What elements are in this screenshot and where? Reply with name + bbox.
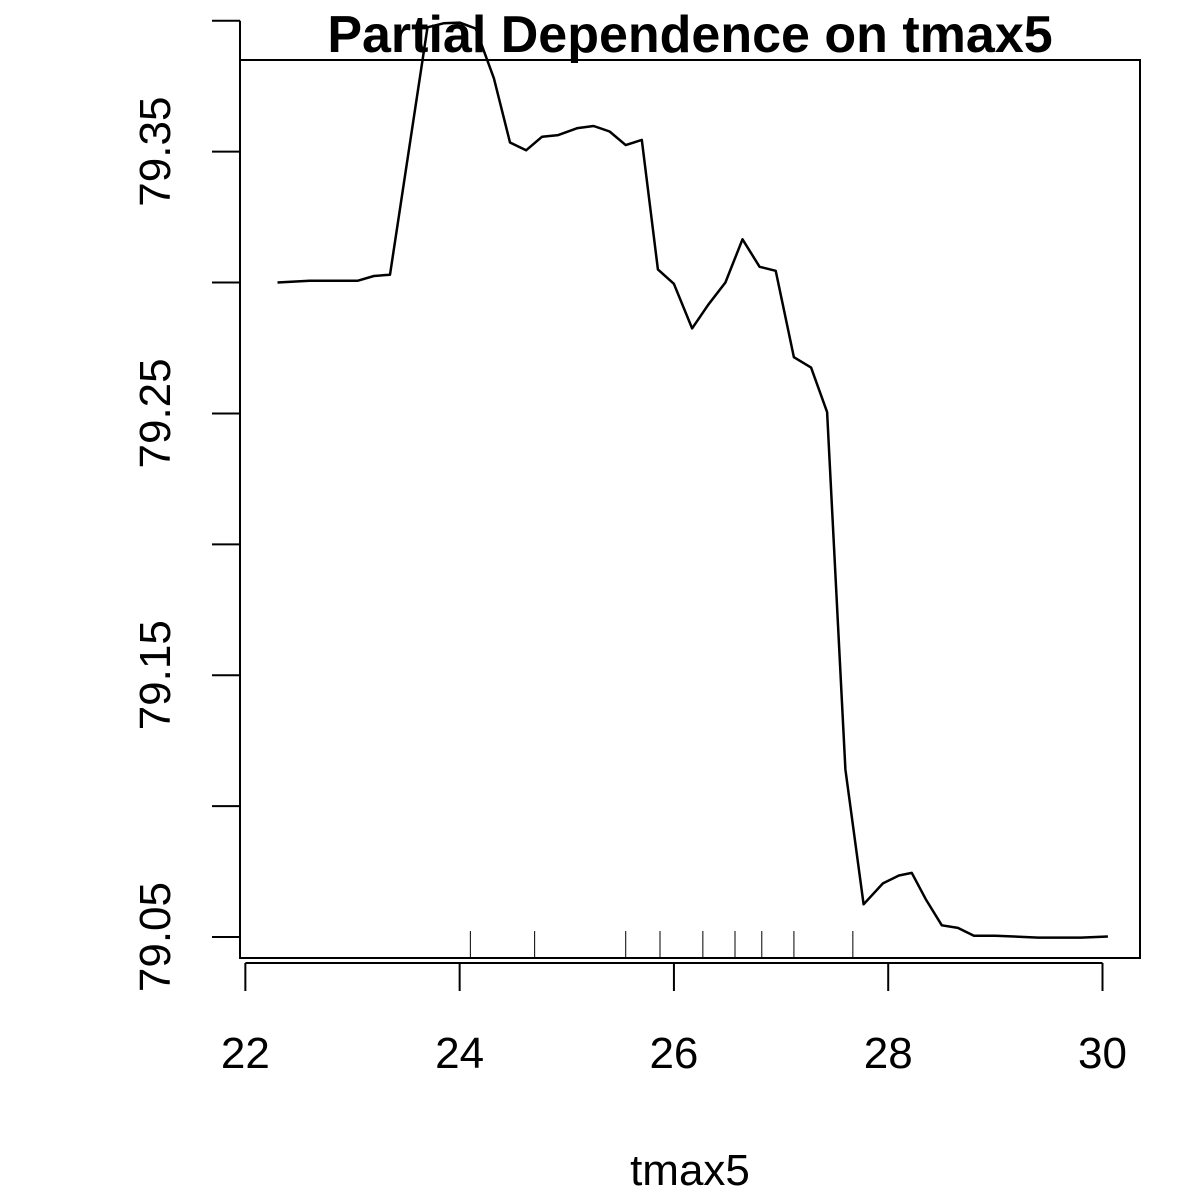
chart-title: Partial Dependence on tmax5 [327, 6, 1052, 64]
x-tick-label: 22 [221, 1029, 270, 1078]
x-tick-label: 30 [1078, 1029, 1127, 1078]
rug-marks [469, 931, 854, 958]
x-axis: 22 24 26 28 30 [221, 962, 1127, 1078]
plot-frame [239, 59, 1141, 959]
y-tick-label: 79.05 [131, 882, 180, 992]
x-tick-label: 24 [435, 1029, 484, 1078]
x-tick-label: 26 [649, 1029, 698, 1078]
y-tick-label: 79.35 [131, 97, 180, 207]
x-tick-label: 28 [864, 1029, 913, 1078]
y-axis: 79.05 79.15 79.25 79.35 [131, 19, 241, 992]
x-axis-title: tmax5 [630, 1146, 750, 1195]
series-line [277, 21, 1108, 939]
y-tick-label: 79.15 [131, 620, 180, 730]
series-layer [277, 21, 1108, 939]
y-tick-label: 79.25 [131, 358, 180, 468]
